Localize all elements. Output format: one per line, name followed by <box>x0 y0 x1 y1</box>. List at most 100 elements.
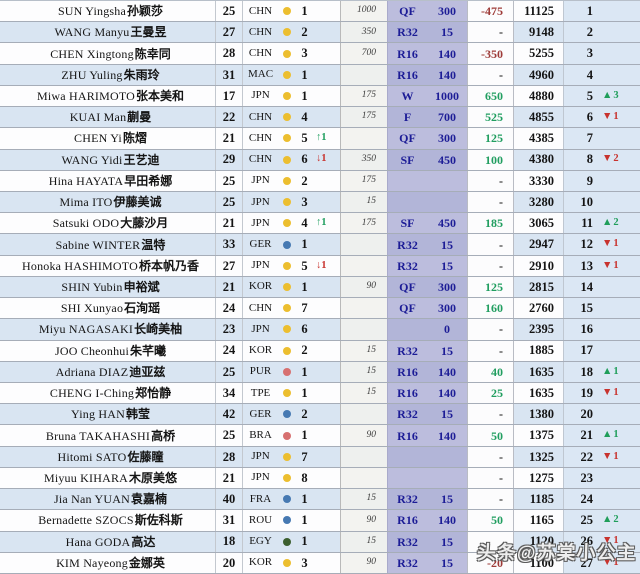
rank-change-cell <box>598 404 640 425</box>
player-name-chinese: 郑怡静 <box>135 386 172 401</box>
player-name-latin: JOO Cheonhui <box>54 343 130 358</box>
round-points-cell <box>427 191 467 213</box>
points-change-cell: - <box>467 255 513 276</box>
continent-dot-cell <box>278 43 296 63</box>
association-cell: MAC <box>242 64 278 85</box>
continent-dot-cell <box>278 213 296 233</box>
national-rank-change-cell: ↑1 <box>316 217 327 229</box>
player-name-chinese: 伊藤美诚 <box>113 195 162 210</box>
points-change-cell: 125 <box>467 276 513 298</box>
total-points-cell: 2815 <box>513 276 563 298</box>
previous-points-cell <box>340 234 387 255</box>
round-cell: R32 <box>387 531 427 552</box>
player-name-latin: Hina HAYATA <box>48 173 124 188</box>
association-cell: JPN <box>242 85 278 107</box>
player-name-cell: Honoka HASHIMOTO 桥本帆乃香 <box>0 256 215 276</box>
player-name-latin: CHEN Xingtong <box>50 46 134 61</box>
continent-dot <box>283 176 291 185</box>
association-cell: KOR <box>242 340 278 361</box>
player-name-latin: WANG Yidi <box>61 152 123 167</box>
points-change-cell: 50 <box>467 425 513 446</box>
national-rank-cell: 2 <box>301 407 308 422</box>
rank-change-cell: ▼1 <box>598 531 640 552</box>
world-rank-cell: 27 <box>563 552 598 573</box>
points-change-cell: - <box>467 64 513 85</box>
national-rank-cell: 1 <box>301 3 308 18</box>
total-points-cell: 4855 <box>513 107 563 128</box>
rank-change-cell <box>598 128 640 149</box>
national-rank-change-cell <box>313 532 340 552</box>
continent-dot <box>283 473 291 482</box>
player-name-chinese: 朱芊曦 <box>130 343 167 358</box>
world-rank-cell: 21 <box>563 425 598 446</box>
player-name-cell: SHI Xunyao 石洵瑶 <box>0 298 215 318</box>
world-rank-cell: 23 <box>563 467 598 489</box>
round-points-cell: 0 <box>427 319 467 340</box>
association-cell: JPN <box>242 191 278 213</box>
total-points-cell: 2395 <box>513 319 563 340</box>
player-name-cell: Miwa HARIMOTO 张本美和 <box>0 86 215 106</box>
table-row: Bruna TAKAHASHI 高桥 25 BRA 1 90 R16 140 50 1375 21 ▲… <box>0 425 640 447</box>
age-cell: 33 <box>215 234 242 255</box>
player-name-cell: SUN Yingsha 孙颖莎 <box>0 1 215 21</box>
association-cell: FRA <box>242 489 278 510</box>
age-cell: 23 <box>215 319 242 340</box>
player-name-chinese: 温特 <box>141 237 166 252</box>
age-cell: 31 <box>215 510 242 531</box>
national-rank-change-cell <box>313 425 340 445</box>
age-cell: 25 <box>215 425 242 446</box>
continent-dot-cell <box>278 298 296 318</box>
round-cell: F <box>387 107 427 128</box>
rank-change-cell: ▲2 <box>598 213 640 234</box>
previous-points-cell: 175 <box>340 85 387 107</box>
rank-change-cell: ▼1 <box>598 255 640 276</box>
round-cell: R16 <box>387 510 427 531</box>
world-rank-cell: 11 <box>563 213 598 234</box>
player-name-latin: Jia Nan YUAN <box>54 492 130 507</box>
player-name-latin: CHEN Yi <box>74 131 122 146</box>
player-name-cell: Bernadette SZOCS 斯佐科斯 <box>0 510 215 530</box>
table-row: WANG Yidi 王艺迪 29 CHN 6 ↓1 350 SF 450 100 4380 8 ▼2 <box>0 149 640 171</box>
round-cell: QF <box>387 128 427 149</box>
round-points-cell: 300 <box>427 128 467 149</box>
age-cell: 31 <box>215 64 242 85</box>
points-change-cell: -20 <box>467 552 513 573</box>
national-rank-change-cell <box>313 1 340 21</box>
rank-change-cell <box>598 340 640 361</box>
player-name-cell: KUAI Man 蒯曼 <box>0 107 215 127</box>
total-points-cell: 1275 <box>513 467 563 489</box>
world-rank-cell: 2 <box>563 22 598 43</box>
player-name-cell: Miyuu KIHARA 木原美悠 <box>0 468 215 488</box>
world-rank-cell: 13 <box>563 255 598 276</box>
round-points-cell: 15 <box>427 340 467 361</box>
previous-points-cell <box>340 128 387 149</box>
points-change-cell <box>467 531 513 552</box>
national-rank-cell: 2 <box>301 25 308 40</box>
age-cell: 20 <box>215 552 242 573</box>
total-points-cell: 1380 <box>513 404 563 425</box>
player-name-cell: Hana GODA 高达 <box>0 532 215 552</box>
player-name-chinese: 陈幸同 <box>134 46 171 61</box>
continent-dot-cell <box>278 277 296 297</box>
points-change-cell: 25 <box>467 382 513 404</box>
continent-dot-cell <box>278 256 296 276</box>
age-cell: 18 <box>215 531 242 552</box>
continent-dot <box>283 28 291 37</box>
player-name-latin: KIM Nayeong <box>56 555 128 570</box>
round-points-cell <box>427 446 467 467</box>
previous-points-cell <box>340 298 387 319</box>
round-cell: R32 <box>387 489 427 510</box>
age-cell: 28 <box>215 446 242 467</box>
age-cell: 40 <box>215 489 242 510</box>
player-name-latin: Satsuki ODO <box>52 216 120 231</box>
total-points-cell: 3065 <box>513 213 563 234</box>
national-rank-change-cell: ↓1 <box>316 153 327 165</box>
round-points-cell: 300 <box>427 1 467 22</box>
continent-dot-cell <box>278 383 296 403</box>
player-name-chinese: 迪亚兹 <box>129 364 166 379</box>
previous-points-cell: 700 <box>340 43 387 64</box>
national-rank-cell: 1 <box>301 279 308 294</box>
total-points-cell: 2910 <box>513 255 563 276</box>
player-name-latin: Honoka HASHIMOTO <box>22 258 138 273</box>
